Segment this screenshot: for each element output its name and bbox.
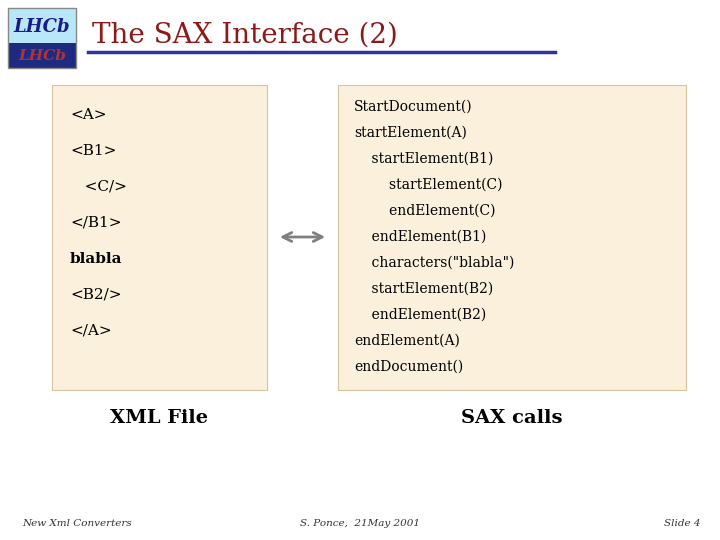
Text: startElement(B1): startElement(B1) [354, 152, 493, 166]
FancyBboxPatch shape [8, 43, 76, 68]
Text: endElement(A): endElement(A) [354, 334, 460, 348]
FancyBboxPatch shape [52, 85, 267, 390]
Text: </A>: </A> [70, 324, 112, 338]
Text: Slide 4: Slide 4 [664, 519, 700, 529]
Text: characters("blabla"): characters("blabla") [354, 256, 514, 270]
Text: endDocument(): endDocument() [354, 360, 463, 374]
Text: startElement(C): startElement(C) [354, 178, 503, 192]
Text: <B1>: <B1> [70, 144, 117, 158]
Text: LHCb: LHCb [18, 49, 66, 63]
Text: startElement(B2): startElement(B2) [354, 282, 493, 296]
Text: <B2/>: <B2/> [70, 288, 122, 302]
Text: blabla: blabla [70, 252, 122, 266]
Text: <C/>: <C/> [70, 180, 127, 194]
Text: New Xml Converters: New Xml Converters [22, 519, 132, 529]
Text: SAX calls: SAX calls [462, 409, 563, 427]
Text: S. Ponce,  21May 2001: S. Ponce, 21May 2001 [300, 519, 420, 529]
Text: LHCb: LHCb [14, 18, 71, 36]
FancyBboxPatch shape [8, 8, 76, 44]
Text: StartDocument(): StartDocument() [354, 100, 472, 114]
Text: endElement(C): endElement(C) [354, 204, 495, 218]
FancyBboxPatch shape [338, 85, 686, 390]
Text: <A>: <A> [70, 108, 107, 122]
Text: The SAX Interface (2): The SAX Interface (2) [92, 22, 398, 49]
Text: endElement(B1): endElement(B1) [354, 230, 487, 244]
Text: XML File: XML File [110, 409, 209, 427]
Text: startElement(A): startElement(A) [354, 126, 467, 140]
Text: endElement(B2): endElement(B2) [354, 308, 486, 322]
Text: </B1>: </B1> [70, 216, 122, 230]
